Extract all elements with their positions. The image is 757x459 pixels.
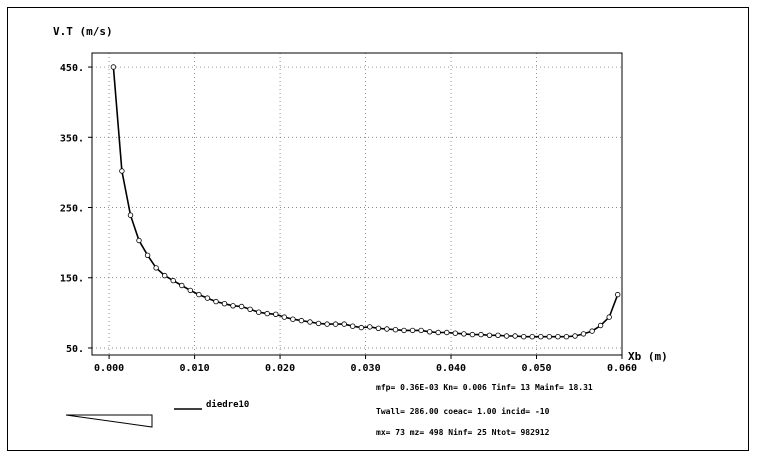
data-point — [256, 309, 262, 315]
data-point — [606, 314, 612, 320]
data-point — [572, 333, 578, 339]
y-tick-label: 250. — [60, 204, 84, 215]
data-point — [281, 314, 287, 320]
info-line-2: Twall= 286.00 coeac= 1.00 incid= -10 — [376, 406, 550, 416]
y-tick-label: 450. — [60, 63, 84, 74]
data-point — [580, 331, 587, 337]
data-point — [401, 327, 407, 334]
plot-area-border — [91, 52, 623, 356]
data-point — [230, 303, 236, 309]
data-point — [110, 64, 117, 70]
data-point — [435, 329, 441, 336]
legend-label: diedre10 — [206, 399, 249, 410]
data-point — [187, 287, 193, 294]
x-tick-label: 0.030 — [350, 363, 380, 374]
info-line-1: mfp= 0.36E-03 Kn= 0.006 Tinf= 13 Mainf= … — [376, 382, 593, 392]
data-point — [161, 272, 168, 279]
data-point — [589, 328, 595, 334]
data-point — [495, 332, 501, 338]
data-point — [521, 334, 527, 340]
data-point — [418, 327, 424, 334]
y-tick-label: 150. — [60, 274, 84, 285]
data-point — [597, 322, 604, 329]
data-point — [264, 310, 270, 317]
data-point — [478, 331, 484, 338]
data-point — [358, 324, 364, 331]
y-tick-label: 350. — [60, 133, 84, 144]
data-point — [546, 334, 552, 340]
data-point — [204, 295, 211, 301]
data-point — [315, 320, 322, 327]
data-point — [307, 319, 313, 325]
x-tick-label: 0.060 — [607, 363, 637, 374]
data-point — [153, 265, 159, 271]
data-point — [273, 311, 279, 317]
data-point — [444, 329, 450, 336]
data-point — [290, 316, 296, 322]
x-axis-label: Xb (m) — [628, 350, 668, 363]
data-point — [170, 277, 176, 284]
data-point — [538, 334, 544, 340]
data-point — [486, 332, 493, 338]
series-layer — [110, 64, 621, 340]
data-point — [452, 330, 458, 336]
data-point — [213, 298, 219, 305]
data-point — [119, 168, 125, 174]
x-tick-label: 0.020 — [265, 363, 295, 374]
y-tick-label: 50. — [66, 344, 84, 355]
axis-ticks: 0.000 0.010 0.020 0.030 0.040 0.050 0.060 50. 15… — [60, 63, 637, 374]
wedge-geometry-icon — [65, 414, 153, 428]
data-point — [179, 282, 185, 289]
x-tick-label: 0.040 — [436, 363, 466, 374]
data-point — [238, 303, 245, 310]
data-point — [461, 331, 467, 337]
data-point — [196, 291, 202, 298]
data-point — [375, 325, 382, 331]
data-point — [512, 333, 518, 339]
data-point — [392, 327, 399, 333]
data-point — [127, 212, 134, 218]
x-tick-label: 0.010 — [180, 363, 210, 374]
data-point — [409, 327, 416, 334]
data-point — [298, 317, 305, 324]
data-point — [503, 333, 510, 339]
y-axis-label: V.T (m/s) — [53, 25, 113, 38]
data-point — [367, 324, 373, 330]
data-point — [324, 321, 330, 327]
data-point — [341, 321, 347, 327]
data-point — [469, 331, 476, 338]
data-point — [615, 291, 621, 298]
data-point — [144, 252, 151, 258]
data-point — [221, 301, 228, 307]
data-point — [136, 237, 142, 244]
data-point — [332, 321, 339, 327]
data-point — [247, 306, 253, 312]
x-tick-label: 0.050 — [521, 363, 551, 374]
data-point — [427, 329, 433, 335]
info-line-3: mx= 73 mz= 498 Ninf= 25 Ntot= 982912 — [376, 427, 550, 437]
data-point — [350, 323, 356, 329]
data-point — [555, 334, 561, 340]
data-point — [563, 334, 570, 340]
data-point — [384, 326, 390, 332]
x-tick-label: 0.000 — [94, 363, 124, 374]
grid-lines — [92, 53, 623, 355]
plot-frame — [7, 7, 749, 451]
data-point — [529, 334, 535, 340]
